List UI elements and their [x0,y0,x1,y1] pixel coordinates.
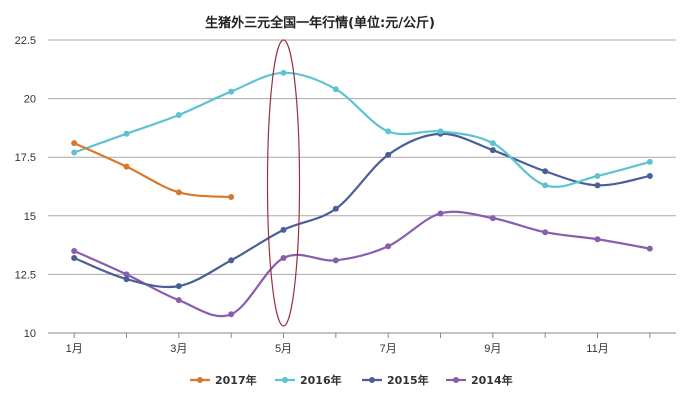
legend-item-2016: 2016年 [275,373,342,387]
data-point [646,158,653,165]
data-point [594,236,601,243]
legend-marker [282,377,288,383]
data-point [123,276,130,283]
y-tick-label: 22.5 [15,35,36,47]
data-point [542,182,549,189]
y-tick-label: 15 [24,211,36,223]
y-tick-label: 10 [24,328,36,340]
data-point [228,194,235,201]
data-point [228,88,235,95]
data-point [437,210,444,217]
x-tick-label: 7月 [380,343,397,355]
series-lines [71,69,653,318]
data-point [646,172,653,179]
data-point [385,128,392,135]
data-point [175,189,182,196]
data-point [489,147,496,154]
data-point [175,283,182,290]
data-point [332,205,339,212]
x-tick-label: 9月 [484,343,501,355]
series-line-2015 [73,132,651,289]
x-tick-label: 3月 [170,343,187,355]
legend-label: 2014年 [471,373,513,387]
data-point [489,215,496,222]
series-line-2014 [73,210,651,318]
data-point [489,140,496,147]
data-point [332,257,339,264]
data-point [332,86,339,93]
data-point [594,172,601,179]
legend-label: 2016年 [300,373,342,387]
legend-marker [369,377,375,383]
data-point [71,254,78,261]
x-tick-label: 1月 [66,343,83,355]
data-point [594,182,601,189]
data-point [542,229,549,236]
gridlines [48,39,676,334]
legend-item-2015: 2015年 [362,373,429,387]
highlight-ellipse [266,39,301,327]
data-point [123,271,130,278]
chart-title: 生猪外三元全国一年行情(单位:元/公斤) [205,15,435,31]
series-2014 [71,210,653,318]
data-point [646,245,653,252]
data-point [71,149,78,156]
data-point [385,243,392,250]
legend-label: 2015年 [387,373,429,387]
annotations [266,39,301,327]
x-tick-label: 11月 [586,343,608,355]
data-point [175,112,182,119]
legend-item-2014: 2014年 [446,373,513,387]
legend-marker [453,377,459,383]
data-point [280,226,287,233]
data-point [123,130,130,137]
series-2016 [71,69,653,189]
data-point [123,163,130,170]
data-point [280,69,287,76]
data-point [280,254,287,261]
legend-label: 2017年 [215,373,257,387]
data-point [437,128,444,135]
data-point [175,297,182,304]
data-point [71,247,78,254]
legend: 2017年 2016年 2015年 2014年 [190,373,513,387]
data-point [71,140,78,147]
series-2017 [71,140,235,201]
data-point [385,151,392,158]
series-line-2016 [73,71,651,188]
legend-marker [197,377,203,383]
data-point [228,311,235,318]
series-line-2017 [73,142,233,199]
legend-item-2017: 2017年 [190,373,257,387]
data-point [542,168,549,175]
y-tick-label: 20 [24,94,36,106]
y-tick-label: 12.5 [15,269,36,281]
y-tick-label: 17.5 [15,152,36,164]
data-point [228,257,235,264]
x-tick-label: 5月 [275,343,292,355]
axes: 10 12.5 15 17.5 20 22.5 1月 3月 5月 7月 9月 11月 [15,35,676,355]
series-2015 [71,130,653,290]
